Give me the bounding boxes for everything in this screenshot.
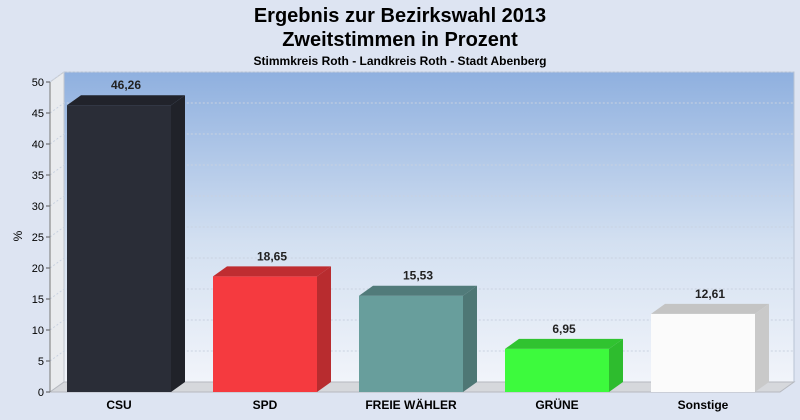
- bar-front: [651, 313, 755, 392]
- y-tick-label: 10: [32, 325, 44, 337]
- x-category-label: GRÜNE: [535, 397, 578, 412]
- bar-value-label: 12,61: [695, 287, 725, 301]
- bar-csu: [67, 95, 185, 393]
- chart-caption: Stimmkreis Roth - Landkreis Roth - Stadt…: [253, 54, 547, 68]
- bar-side: [463, 285, 477, 392]
- grid-line: [49, 164, 794, 176]
- y-tick-label: 40: [32, 139, 44, 151]
- grid-line: [49, 71, 794, 83]
- chart-title: Ergebnis zur Bezirkswahl 2013: [253, 5, 547, 27]
- bar-value-label: 15,53: [403, 269, 433, 283]
- bar-sonstige: [651, 303, 769, 392]
- grid-line: [49, 102, 794, 114]
- bar-front: [213, 276, 317, 392]
- bar-side: [171, 95, 185, 393]
- bar-side: [609, 338, 623, 392]
- grid-line: [49, 319, 794, 331]
- y-tick-label: 30: [32, 201, 44, 213]
- grid-line: [49, 226, 794, 238]
- y-tick-label: 50: [32, 77, 44, 89]
- bar-top: [67, 95, 185, 106]
- bar-front: [505, 348, 609, 392]
- bar-value-label: 6,95: [552, 322, 576, 336]
- y-tick-label: 15: [32, 294, 44, 306]
- title-block: Ergebnis zur Bezirkswahl 2013 Zweitstimm…: [0, 0, 800, 70]
- x-category-label: SPD: [253, 398, 278, 412]
- bar-value-label: 18,65: [257, 249, 287, 263]
- grid-line: [49, 288, 794, 300]
- bar-top: [359, 285, 477, 296]
- grid-line: [49, 350, 794, 362]
- y-tick-label: 20: [32, 263, 44, 275]
- x-category-label: CSU: [106, 398, 131, 412]
- y-tick-label: 25: [32, 232, 44, 244]
- chart-subtitle: Zweitstimmen in Prozent: [282, 29, 518, 51]
- x-category-label: FREIE WÄHLER: [365, 397, 457, 412]
- bar-top: [651, 303, 769, 314]
- bar-side: [317, 266, 331, 392]
- bar-top: [505, 338, 623, 349]
- bar-spd: [213, 266, 331, 392]
- x-category-label: Sonstige: [678, 398, 729, 412]
- bar-grüne: [505, 338, 623, 392]
- bar-value-label: 46,26: [111, 78, 141, 92]
- y-tick-label: 45: [32, 108, 44, 120]
- bar-side: [755, 303, 769, 392]
- y-tick-label: 35: [32, 170, 44, 182]
- grid-line: [49, 133, 794, 145]
- bar-top: [213, 266, 331, 277]
- grid-line: [49, 195, 794, 207]
- bar-front: [359, 295, 463, 392]
- bar-freie-wähler: [359, 285, 477, 392]
- y-axis-label: %: [11, 230, 25, 241]
- bar-front: [67, 105, 171, 393]
- y-tick-label: 0: [38, 387, 44, 399]
- grid-line: [49, 257, 794, 269]
- y-tick-label: 5: [38, 356, 44, 368]
